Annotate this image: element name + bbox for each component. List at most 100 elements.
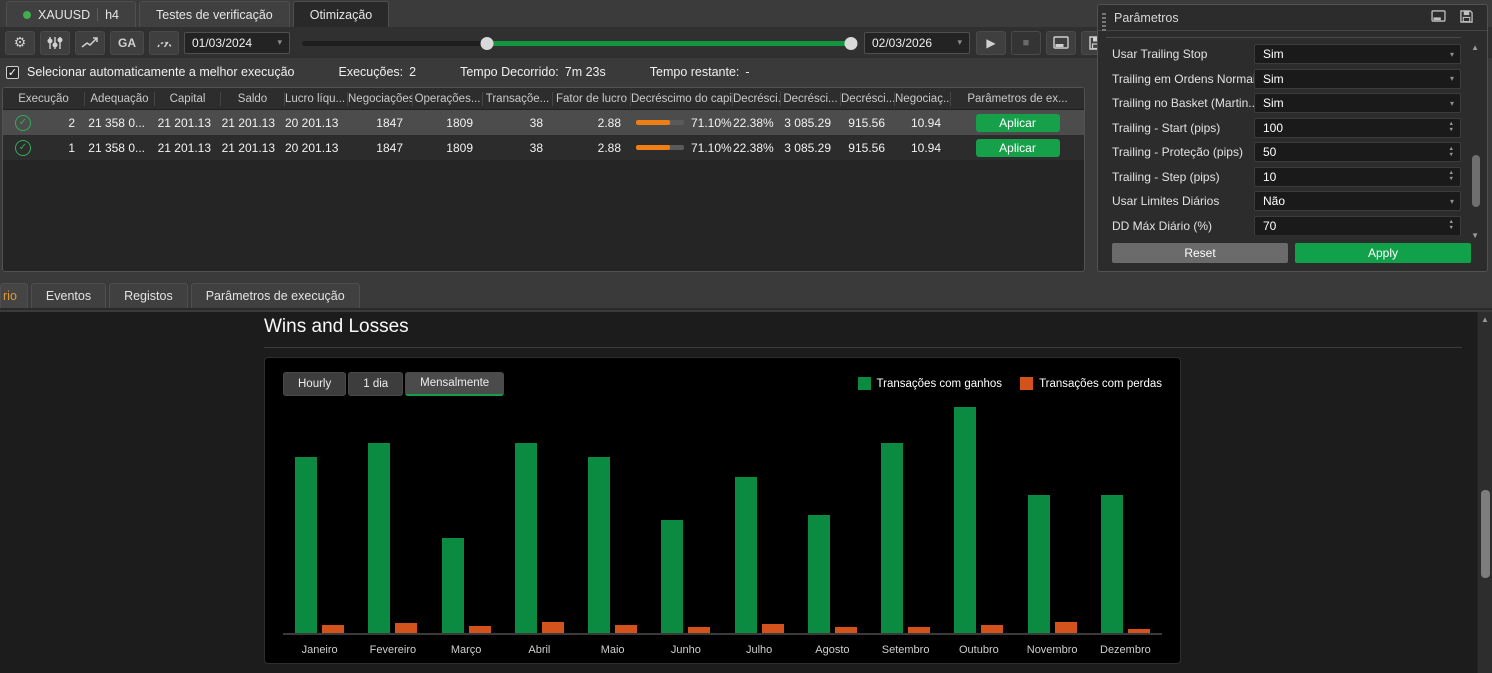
apply-execution-button[interactable]: Aplicar [975, 113, 1060, 132]
slider-right-handle[interactable] [844, 36, 858, 50]
period-button-mensalmente[interactable]: Mensalmente [405, 371, 505, 396]
panel-popout-button[interactable] [1427, 10, 1449, 25]
spinner-up-icon[interactable]: ▲ [1448, 170, 1454, 177]
settings-button[interactable]: ⚙ [5, 30, 35, 55]
elapsed-label: Tempo Decorrido: [460, 65, 559, 79]
losses-bar [834, 627, 857, 633]
result-cell: 3 085.29 [784, 115, 831, 130]
equity-chart-button[interactable] [75, 30, 105, 55]
column-header[interactable]: Lucro líqu...▼ [285, 91, 348, 106]
result-row[interactable]: ✓ 2 21 358 0... 21 201.13 21 201.13 20 201.13… [3, 110, 1084, 135]
performance-button[interactable] [149, 30, 179, 55]
apply-execution-button[interactable]: Aplicar [975, 138, 1060, 157]
column-header[interactable]: Transaçõe... [483, 91, 553, 106]
column-header[interactable]: Operações... [413, 91, 483, 106]
spinner-up-icon[interactable]: ▲ [1448, 219, 1454, 226]
apply-button[interactable]: Apply [1295, 243, 1471, 263]
spinner-down-icon[interactable]: ▼ [1448, 176, 1454, 183]
stop-optimization-button[interactable]: ■ [1011, 30, 1041, 55]
result-row[interactable]: ✓ 1 21 358 0... 21 201.13 21 201.13 20 201.13… [3, 135, 1084, 160]
remaining-value: - [745, 65, 750, 79]
parameter-dropdown[interactable]: Sim ▾ [1254, 68, 1461, 89]
spinner-down-icon[interactable]: ▼ [1448, 151, 1454, 158]
date-range-slider[interactable] [302, 35, 858, 51]
parameter-spinner[interactable]: 70 ▲ ▼ [1254, 215, 1461, 235]
parameter-spinner[interactable]: 100 ▲ ▼ [1254, 117, 1461, 138]
parameter-spinner[interactable]: 50 ▲ ▼ [1254, 142, 1461, 163]
column-header[interactable]: Adequação [85, 91, 155, 106]
chevron-down-icon: ▾ [957, 37, 962, 47]
scroll-down-icon[interactable]: ▼ [1471, 231, 1479, 240]
column-header[interactable]: Negociações [348, 91, 413, 106]
legend-item[interactable]: Transações com perdas [1020, 377, 1162, 390]
execution-cell: ✓ 2 [3, 114, 85, 131]
tab-symbol[interactable]: XAUUSD h4 [6, 1, 136, 27]
start-optimization-button[interactable]: ▶ [976, 30, 1006, 55]
bottom-tab-par-metros-de-execu-o[interactable]: Parâmetros de execução [190, 283, 360, 308]
panel-toggle-button[interactable] [1046, 30, 1076, 55]
save-parameters-button[interactable] [1455, 9, 1477, 26]
slider-left-handle[interactable] [480, 36, 494, 50]
column-header[interactable]: Parâmetros de ex... [967, 92, 1068, 105]
parameter-row: Trailing - Step (pips) 10 ▲ ▼ [1106, 165, 1461, 190]
report-scrollbar-thumb[interactable] [1481, 490, 1490, 578]
parameter-row: Trailing em Ordens Normais Sim ▾ [1106, 67, 1461, 92]
spinner-up-icon[interactable]: ▲ [1448, 145, 1454, 152]
genetic-algorithm-button[interactable]: GA [110, 30, 144, 55]
column-header[interactable]: Capital [155, 91, 221, 106]
result-cell: 22.38% [733, 140, 774, 155]
report-scrollbar[interactable]: ▲ [1477, 312, 1492, 673]
parameters-panel-header: Parâmetros [1098, 5, 1487, 31]
bar-chart-plot [283, 402, 1162, 635]
bottom-tab-rio[interactable]: rio [0, 283, 28, 308]
losses-bar [761, 624, 784, 633]
parameter-row: Trailing - Proteção (pips) 50 ▲ ▼ [1106, 140, 1461, 165]
panel-drag-handle[interactable] [1102, 13, 1106, 31]
bottom-tab-registos[interactable]: Registos [109, 283, 188, 308]
losses-bar [395, 623, 418, 633]
column-header[interactable]: Decrésci... [733, 91, 781, 106]
parameter-label: Trailing em Ordens Normais [1112, 71, 1254, 86]
parameter-spinner[interactable]: 10 ▲ ▼ [1254, 166, 1461, 187]
executions-value: 2 [409, 65, 417, 79]
chevron-down-icon: ▾ [1449, 74, 1454, 84]
result-cell: 21 201.13 [157, 115, 211, 130]
reset-button[interactable]: Reset [1112, 243, 1288, 263]
slider-selected-range [486, 40, 852, 46]
parameters-scrollbar-thumb[interactable] [1472, 155, 1480, 207]
scroll-up-icon[interactable]: ▲ [1481, 315, 1489, 324]
column-header[interactable]: Saldo [221, 91, 285, 106]
parameter-value: Sim [1263, 96, 1284, 111]
parameter-dropdown[interactable]: Não ▾ [1254, 191, 1461, 212]
spinner-up-icon[interactable]: ▲ [1448, 121, 1454, 128]
legend-item[interactable]: Transações com ganhos [857, 377, 1002, 390]
column-header[interactable]: Execução [3, 91, 85, 106]
tab-optimization[interactable]: Otimização [292, 1, 390, 27]
parameter-dropdown[interactable]: Sim ▾ [1254, 44, 1461, 65]
column-header[interactable]: Negociaç... [895, 91, 951, 106]
spinner-down-icon[interactable]: ▼ [1448, 225, 1454, 232]
result-cell: 1847 [376, 140, 403, 155]
result-cell: 915.56 [848, 115, 885, 130]
parameters-button[interactable] [40, 30, 70, 55]
end-date-select[interactable]: 02/03/2026 ▾ [864, 31, 970, 54]
column-header[interactable]: Decrésci... [841, 91, 895, 106]
column-header[interactable]: Decréscimo do capit... [631, 91, 733, 106]
tab-verification-tests[interactable]: Testes de verificação [139, 1, 290, 27]
gauge-icon [156, 41, 172, 47]
period-button-hourly[interactable]: Hourly [283, 371, 347, 396]
scroll-up-icon[interactable]: ▲ [1471, 43, 1479, 52]
period-button-1-dia[interactable]: 1 dia [348, 371, 404, 396]
drawdown-percent: 71.10% [691, 115, 732, 130]
spinner-down-icon[interactable]: ▼ [1448, 127, 1454, 134]
sliders-icon [47, 36, 63, 49]
spinner-arrows-icon: ▲ ▼ [1448, 219, 1454, 232]
success-check-icon: ✓ [15, 114, 31, 131]
divider [264, 347, 1462, 348]
start-date-select[interactable]: 01/03/2024 ▾ [184, 31, 290, 54]
auto-select-best-checkbox[interactable]: ✓ [6, 65, 19, 79]
bottom-tab-eventos[interactable]: Eventos [30, 283, 107, 308]
parameter-dropdown[interactable]: Sim ▾ [1254, 93, 1461, 114]
column-header[interactable]: Fator de lucro [553, 91, 631, 106]
column-header[interactable]: Decrésci... [781, 91, 841, 106]
